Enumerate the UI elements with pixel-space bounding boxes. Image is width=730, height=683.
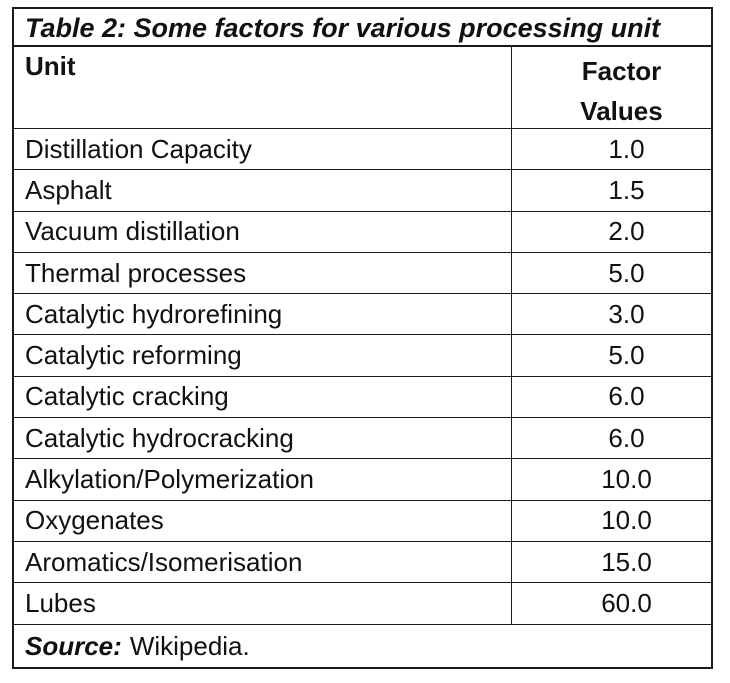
factor-cell: 10.0	[601, 464, 652, 495]
table-header-row: Unit Factor Values	[14, 47, 711, 129]
table-row: Catalytic hydrocracking 6.0	[14, 418, 711, 460]
table-row: Lubes 60.0	[14, 583, 711, 625]
header-factor-line2: Values	[580, 96, 663, 126]
unit-cell: Thermal processes	[14, 252, 512, 294]
header-factor-line1: Factor	[581, 56, 662, 86]
unit-cell: Lubes	[14, 583, 512, 624]
unit-cell: Catalytic reforming	[14, 335, 512, 376]
unit-cell: Catalytic cracking	[14, 376, 512, 418]
unit-cell: Oxygenates	[14, 500, 512, 541]
table-row: Thermal processes 5.0	[14, 252, 711, 295]
unit-cell: Alkylation/Polymerization	[14, 459, 512, 500]
factors-table: Table 2: Some factors for various proces…	[12, 7, 713, 669]
factor-cell: 5.0	[608, 257, 645, 288]
table-row: Oxygenates 10.0	[14, 500, 711, 542]
table-row: Catalytic hydrorefining 3.0	[14, 294, 711, 336]
factor-cell: 3.0	[608, 298, 645, 329]
table-row: Alkylation/Polymerization 10.0	[14, 459, 711, 501]
factor-cell: 5.0	[608, 340, 645, 371]
header-factor: Factor Values	[512, 47, 711, 128]
factor-cell: 6.0	[608, 381, 645, 412]
unit-cell: Distillation Capacity	[14, 129, 512, 170]
table-row: Catalytic cracking 6.0	[14, 376, 711, 419]
source-note: Source: Wikipedia.	[14, 625, 711, 669]
unit-cell: Catalytic hydrorefining	[14, 294, 512, 335]
table-caption: Table 2: Some factors for various proces…	[14, 9, 711, 47]
source-text: Wikipedia.	[129, 631, 250, 662]
factor-cell: 2.0	[608, 216, 645, 247]
table-row: Distillation Capacity 1.0	[14, 129, 711, 171]
unit-cell: Asphalt	[14, 170, 512, 211]
factor-cell: 1.0	[608, 133, 645, 164]
table-row: Catalytic reforming 5.0	[14, 335, 711, 377]
table-row: Aromatics/Isomerisation 15.0	[14, 541, 711, 584]
unit-cell: Catalytic hydrocracking	[14, 418, 512, 459]
table-body: Distillation Capacity 1.0 Asphalt 1.5 Vacuum…	[14, 129, 711, 625]
header-unit: Unit	[14, 47, 512, 128]
unit-cell: Aromatics/Isomerisation	[14, 541, 512, 583]
table-row: Asphalt 1.5	[14, 170, 711, 212]
factor-cell: 6.0	[608, 422, 645, 453]
factor-cell: 15.0	[601, 546, 652, 577]
table-row: Vacuum distillation 2.0	[14, 211, 711, 253]
table-grid: Unit Factor Values Distillation Capacity…	[14, 47, 711, 625]
factor-cell: 10.0	[601, 505, 652, 536]
factor-cell: 1.5	[608, 174, 645, 205]
source-label: Source:	[25, 631, 122, 662]
factor-cell: 60.0	[601, 587, 652, 618]
unit-cell: Vacuum distillation	[14, 211, 512, 252]
